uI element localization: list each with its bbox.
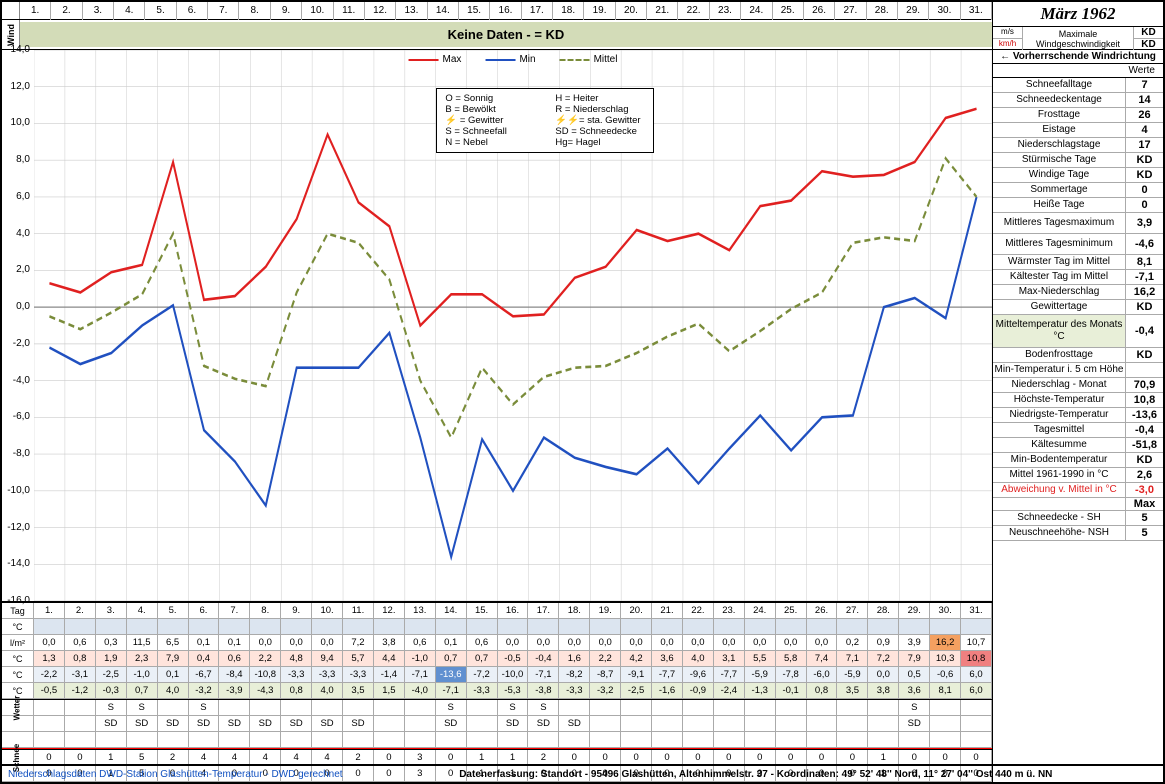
- day-col: 2.: [51, 2, 82, 20]
- stat-row: Kältester Tag im Mittel-7,1: [993, 270, 1163, 285]
- day-col: 26.: [804, 2, 835, 20]
- stat-row: Eistage4: [993, 123, 1163, 138]
- day-col: 27.: [835, 2, 866, 20]
- footer-right: Datenerfassung: Standort - 95496 Glashüt…: [349, 769, 1163, 780]
- day-col: 1.: [20, 2, 51, 20]
- weather-sheet: 1.2.3.4.5.6.7.8.9.10.11.12.13.14.15.16.1…: [0, 0, 1165, 784]
- right-column: März 1962 m/s km/h Maximale Windgeschwin…: [993, 2, 1163, 782]
- stat-row: GewittertageKD: [993, 300, 1163, 315]
- stat-row: Sommertage0: [993, 183, 1163, 198]
- stat-row: Niederschlag - Monat70,9: [993, 378, 1163, 393]
- stat-row: Mittel 1961-1990 in °C2,6: [993, 468, 1163, 483]
- day-col: 17.: [522, 2, 553, 20]
- day-col: 31.: [961, 2, 992, 20]
- stat-row: Kältesumme-51,8: [993, 438, 1163, 453]
- day-col: 3.: [83, 2, 114, 20]
- wind-rot-label: [2, 2, 20, 19]
- footer: Niederschlagsdaten DWD-Station Glashütte…: [2, 764, 1163, 782]
- stat-row: Höchste-Temperatur10,8: [993, 393, 1163, 408]
- day-col: 24.: [741, 2, 772, 20]
- day-col: 14.: [428, 2, 459, 20]
- stat-row: Stürmische TageKD: [993, 153, 1163, 168]
- stat-row: Abweichung v. Mittel in °C-3,0: [993, 483, 1163, 498]
- day-col: 4.: [114, 2, 145, 20]
- stat-row: Wärmster Tag im Mittel8,1: [993, 255, 1163, 270]
- stat-row: Tagesmittel-0,4: [993, 423, 1163, 438]
- day-col: 21.: [647, 2, 678, 20]
- day-col: 11.: [334, 2, 365, 20]
- day-col: 29.: [898, 2, 929, 20]
- day-col: 22.: [678, 2, 709, 20]
- day-col: 9.: [271, 2, 302, 20]
- day-col: 25.: [773, 2, 804, 20]
- stat-row: Min-BodentemperaturKD: [993, 453, 1163, 468]
- stat-row: Heiße Tage0: [993, 198, 1163, 213]
- chart-area: 14,012,010,08,06,04,02,00,0-2,0-4,0-6,0-…: [2, 50, 992, 602]
- day-col: 28.: [867, 2, 898, 20]
- wind-banner: Keine Daten - = KD: [20, 22, 992, 47]
- stat-row: Mittleres Tagesmaximum3,9: [993, 213, 1163, 234]
- day-col: 7.: [208, 2, 239, 20]
- stat-row: Niedrigste-Temperatur-13,6: [993, 408, 1163, 423]
- day-col: 30.: [929, 2, 960, 20]
- stat-row: BodenfrosttageKD: [993, 348, 1163, 363]
- stat-row: Windige TageKD: [993, 168, 1163, 183]
- chart-legend: Max Min Mittel: [409, 54, 618, 65]
- right-lower-stats: Min-Temperatur i. 5 cm HöheNiederschlag …: [993, 363, 1163, 541]
- day-col: 6.: [177, 2, 208, 20]
- day-col: 12.: [365, 2, 396, 20]
- stat-row: Mitteltemperatur des Monats °C-0,4: [993, 315, 1163, 348]
- stat-row: Neuschneehöhe- NSH5: [993, 526, 1163, 541]
- stat-row: Schneedeckentage14: [993, 93, 1163, 108]
- day-col: 5.: [145, 2, 176, 20]
- wind-dir-label: ← Vorherrschende Windrichtung: [993, 50, 1163, 64]
- data-rows: Tag1.2.3.4.5.6.7.8.9.10.11.12.13.14.15.1…: [2, 602, 992, 782]
- day-col: 13.: [396, 2, 427, 20]
- day-col: 16.: [490, 2, 521, 20]
- day-col: 23.: [710, 2, 741, 20]
- stat-row: Schneefalltage7: [993, 78, 1163, 93]
- stat-row: Mittleres Tagesminimum-4,6: [993, 234, 1163, 255]
- day-col: 18.: [553, 2, 584, 20]
- stat-row: Schneedecke - SH5: [993, 511, 1163, 526]
- left-column: 1.2.3.4.5.6.7.8.9.10.11.12.13.14.15.16.1…: [2, 2, 993, 782]
- stat-row: Niederschlagstage17: [993, 138, 1163, 153]
- day-col: 19.: [584, 2, 615, 20]
- day-col: 20.: [616, 2, 647, 20]
- day-col: 10.: [302, 2, 333, 20]
- month-title: März 1962: [993, 2, 1163, 27]
- day-col: 8.: [239, 2, 270, 20]
- symbol-legend: O = SonnigH = HeiterB = BewölktR = Niede…: [436, 88, 654, 153]
- day-header: 1.2.3.4.5.6.7.8.9.10.11.12.13.14.15.16.1…: [20, 2, 992, 19]
- stat-row: Max-Niederschlag16,2: [993, 285, 1163, 300]
- day-col: 15.: [459, 2, 490, 20]
- stat-row: Min-Temperatur i. 5 cm Höhe: [993, 363, 1163, 378]
- stat-row: Max: [993, 498, 1163, 511]
- footer-left: Niederschlagsdaten DWD-Station Glashütte…: [2, 769, 349, 780]
- stat-row: Frosttage26: [993, 108, 1163, 123]
- right-stats: Schneefalltage7Schneedeckentage14Frostta…: [993, 78, 1163, 363]
